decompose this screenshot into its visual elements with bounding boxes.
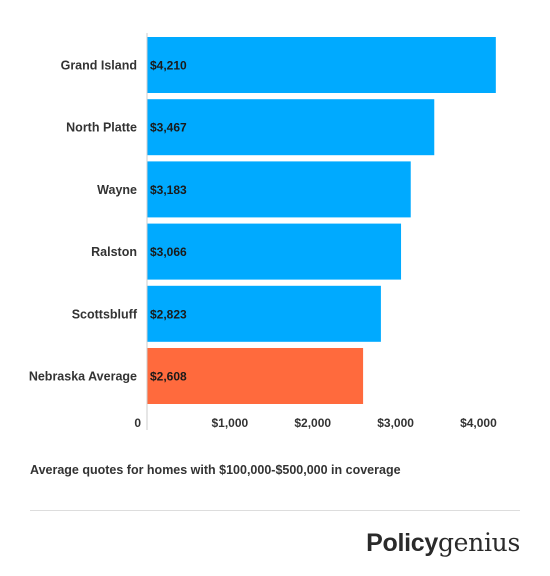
chart-caption: Average quotes for homes with $100,000-$… [30, 463, 401, 477]
value-label-4: $2,823 [150, 307, 187, 321]
bar-5 [147, 348, 364, 404]
x-tick-label-0: 0 [134, 416, 141, 430]
policygenius-logo: Policygenius [366, 528, 520, 558]
logo-word-policy: Policy [366, 529, 438, 557]
value-label-2: $3,183 [150, 183, 187, 197]
x-tick-label-3: $3,000 [377, 416, 414, 430]
value-label-5: $2,608 [150, 370, 187, 384]
value-label-3: $3,066 [150, 245, 187, 259]
value-label-1: $3,467 [150, 121, 187, 135]
x-tick-label-2: $2,000 [294, 416, 331, 430]
value-label-0: $4,210 [150, 59, 187, 73]
logo-word-genius: genius [437, 528, 520, 557]
category-label-3: Ralston [91, 245, 137, 259]
category-label-2: Wayne [97, 183, 137, 197]
x-tick-label-4: $4,000 [460, 416, 497, 430]
x-tick-label-1: $1,000 [212, 416, 249, 430]
bar-4 [147, 285, 381, 342]
bar-chart: Grand Island $4,210 North Platte $3,467 Wayn… [29, 33, 497, 430]
bar-3 [147, 223, 402, 280]
category-label-1: North Platte [66, 121, 137, 135]
category-label-0: Grand Island [61, 59, 137, 73]
bar-1 [147, 99, 435, 156]
category-label-4: Scottsbluff [72, 307, 138, 321]
category-label-5: Nebraska Average [29, 370, 137, 384]
bar-2 [147, 161, 411, 218]
footer-divider [30, 510, 520, 511]
bar-0 [147, 37, 496, 93]
